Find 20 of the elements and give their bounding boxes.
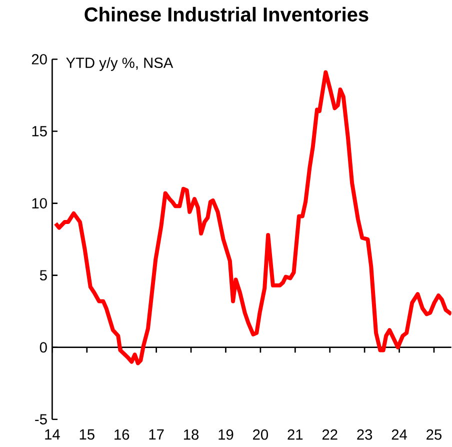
y-tick-label: 5: [40, 270, 47, 280]
x-tick-label: 22: [322, 429, 338, 440]
x-tick-label: 19: [218, 429, 234, 440]
x-tick-label: 25: [426, 429, 442, 440]
x-tick-label: 16: [114, 429, 130, 440]
x-tick-label: 14: [45, 429, 60, 440]
x-tick-label: 21: [288, 429, 303, 440]
x-tick-label: 17: [149, 429, 164, 440]
y-tick-label: 20: [32, 54, 47, 64]
x-tick-label: 20: [253, 429, 268, 440]
chart-title: Chinese Industrial Inventories: [84, 6, 368, 22]
x-tick-label: 23: [357, 429, 372, 440]
y-tick-label: 0: [40, 342, 47, 352]
x-tick-label: 18: [184, 429, 199, 440]
y-tick-label: -5: [35, 414, 47, 424]
y-tick-label: 15: [32, 126, 47, 136]
x-tick-label: 24: [392, 429, 407, 440]
y-tick-label: 10: [32, 198, 47, 208]
x-tick-label: 15: [80, 429, 94, 440]
annotation: YTD y/y %, NSA: [66, 57, 174, 71]
